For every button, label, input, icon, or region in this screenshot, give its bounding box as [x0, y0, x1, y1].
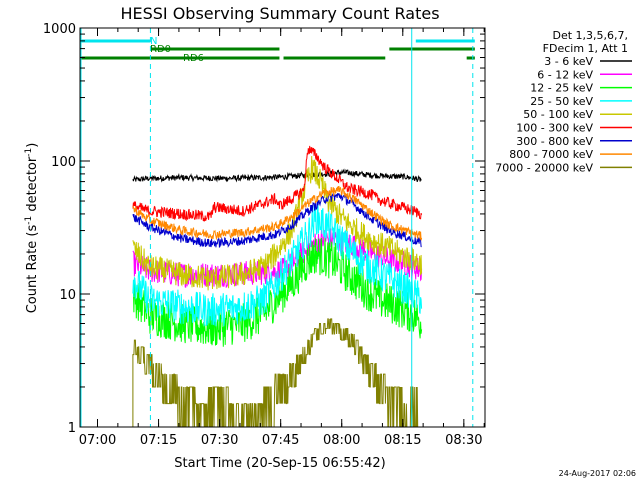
- series-line: [132, 191, 422, 248]
- legend-header-line: FDecim 1, Att 1: [543, 42, 628, 55]
- legend-label: 800 - 7000 keV: [509, 148, 593, 161]
- legend-label: 100 - 300 keV: [516, 122, 593, 135]
- legend-label: 300 - 800 keV: [516, 135, 593, 148]
- series-line: [132, 168, 422, 183]
- chart-title: HESSI Observing Summary Count Rates: [120, 4, 439, 23]
- y-axis-label-part: detector: [25, 156, 40, 216]
- y-axis-label-part: Count Rate (s: [25, 225, 40, 314]
- series-group: [132, 145, 423, 428]
- x-tick-label: 08:15: [384, 433, 421, 448]
- y-tick-label: 1000: [43, 22, 76, 37]
- flag-label: RD0: [150, 44, 171, 55]
- y-tick-label: 10: [59, 288, 76, 303]
- y-axis-label-sup: -1: [24, 216, 34, 225]
- x-tick-label: 08:30: [445, 433, 482, 448]
- y-axis-label: Count Rate (s-1 detector-1): [24, 143, 40, 314]
- flag-label: RD6: [183, 53, 204, 64]
- y-axis-label-sup: -1: [24, 148, 34, 157]
- series-line: [132, 145, 423, 222]
- x-tick-label: 08:00: [323, 433, 360, 448]
- attenuator-lines: [80, 28, 474, 427]
- x-axis-label: Start Time (20-Sep-15 06:55:42): [174, 456, 385, 471]
- series-line: [132, 185, 423, 241]
- legend-label: 25 - 50 keV: [530, 95, 593, 108]
- legend-label: 6 - 12 keV: [537, 68, 593, 81]
- plot-frame: [79, 27, 486, 428]
- x-tick-label: 07:00: [79, 433, 116, 448]
- y-axis-label-part: ): [25, 143, 40, 148]
- x-tick-label: 07:15: [140, 433, 177, 448]
- legend-label: 3 - 6 keV: [544, 55, 593, 68]
- legend: Det 1,3,5,6,7, FDecim 1, Att 1 3 - 6 keV…: [495, 29, 632, 174]
- x-tick-label: 07:30: [201, 433, 238, 448]
- series-line: [132, 237, 423, 347]
- footer-date: 24-Aug-2017 02:06: [559, 469, 636, 478]
- series-line: [132, 201, 423, 327]
- legend-label: 7000 - 20000 keV: [495, 161, 593, 174]
- flag-label: N: [150, 36, 157, 47]
- legend-label: 12 - 25 keV: [530, 82, 593, 95]
- legend-label: 50 - 100 keV: [523, 108, 593, 121]
- y-tick-label: 1: [68, 421, 76, 436]
- y-tick-label: 100: [51, 155, 76, 170]
- legend-header-line: Det 1,3,5,6,7,: [552, 29, 628, 42]
- x-tick-label: 07:45: [262, 433, 299, 448]
- series-line: [132, 155, 423, 291]
